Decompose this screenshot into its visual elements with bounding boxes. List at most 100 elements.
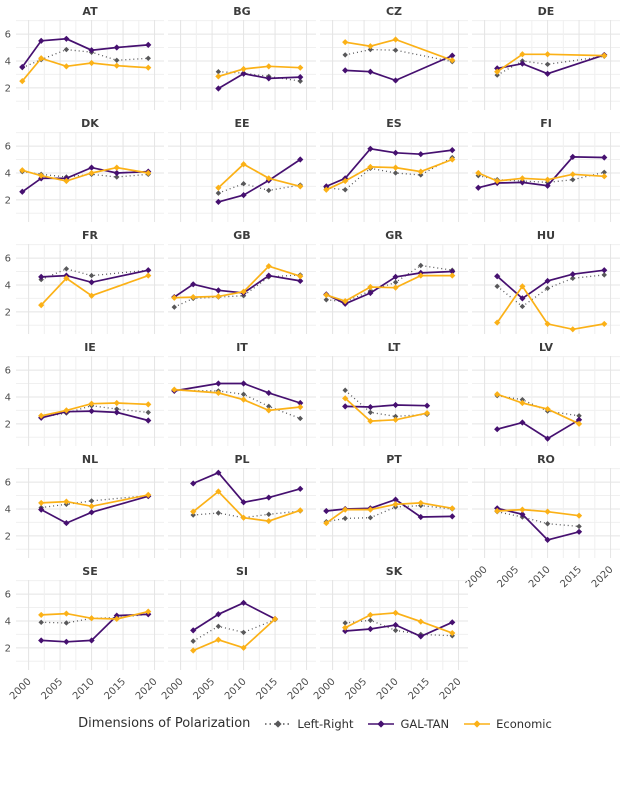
facet-FI: FI — [472, 116, 620, 224]
data-point-left_right — [215, 623, 222, 630]
data-point-gal_tan — [240, 192, 247, 199]
facet-PL: PL — [168, 452, 316, 560]
series-line-left_right — [345, 48, 453, 63]
data-point-economic — [88, 503, 95, 510]
data-point-economic — [145, 64, 152, 71]
series-line-left_right — [218, 183, 301, 194]
data-point-gal_tan — [423, 402, 431, 409]
data-point-left_right — [240, 181, 247, 187]
facet-title: PT — [386, 453, 402, 466]
data-point-gal_tan — [392, 496, 399, 503]
facet-title: BG — [233, 5, 251, 18]
data-point-economic — [113, 62, 120, 69]
facet-panel: 2000 2005 2010 2015 2020 — [464, 468, 620, 590]
x-tick-label: 2000 — [8, 676, 34, 702]
data-point-economic — [323, 291, 330, 299]
data-point-left_right — [570, 176, 576, 183]
data-point-economic — [519, 399, 526, 407]
dotted-line-diamond-icon — [265, 719, 292, 728]
facet-title: RO — [537, 453, 555, 466]
facet-LT: LT — [320, 340, 468, 448]
series-line-economic — [344, 397, 428, 422]
data-point-gal_tan — [342, 403, 349, 410]
series-line-gal_tan — [217, 72, 301, 90]
data-point-economic — [601, 320, 608, 328]
legend-label: GAL-TAN — [400, 716, 450, 731]
data-point-left_right — [63, 266, 70, 272]
solid-line-diamond-icon — [464, 719, 491, 728]
facet-panel — [168, 356, 316, 446]
series-line-left_right — [326, 264, 453, 303]
series-line-economic — [496, 393, 580, 425]
data-point-gal_tan — [215, 380, 222, 387]
data-point-economic — [392, 284, 399, 291]
facet-AT: AT 2 4 6 — [0, 4, 164, 112]
data-point-economic — [449, 505, 456, 512]
series-line-left_right — [22, 48, 149, 69]
x-tick-label: 2020 — [590, 564, 616, 590]
facet-EE: EE — [168, 116, 316, 224]
data-point-left_right — [392, 47, 399, 53]
legend-entry-gal-tan: GAL-TAN — [367, 717, 449, 731]
data-point-economic — [38, 499, 45, 507]
data-point-gal_tan — [240, 599, 247, 606]
series-line-gal_tan — [218, 158, 301, 203]
series-line-left_right — [344, 389, 428, 418]
y-tick-label: 2 — [5, 83, 11, 94]
data-point-left_right — [392, 413, 399, 420]
x-tick-label: 2000 — [312, 676, 338, 702]
data-point-economic — [63, 177, 70, 185]
x-tick-label: 2005 — [191, 676, 217, 702]
series-line-gal_tan — [478, 156, 605, 189]
data-point-economic — [494, 391, 501, 398]
facet-panel — [168, 20, 316, 110]
data-point-gal_tan — [145, 41, 152, 48]
data-point-gal_tan — [88, 164, 95, 171]
facet-panel — [320, 244, 468, 334]
facet-IE: IE 2 4 6 — [0, 340, 164, 448]
series-line-gal_tan — [496, 269, 605, 300]
data-point-left_right — [145, 55, 151, 61]
data-point-economic — [544, 176, 551, 183]
data-point-left_right — [266, 511, 272, 518]
series-line-economic — [40, 274, 149, 306]
facet-title: NL — [81, 453, 99, 466]
data-point-economic — [392, 416, 399, 423]
facet-panel: 2 4 6 2000 2005 2010 2015 2020 — [5, 580, 164, 702]
facet-CZ: CZ — [320, 4, 468, 112]
facet-panel: 2 4 6 — [5, 468, 164, 558]
facet-title: FI — [540, 117, 552, 130]
data-point-gal_tan — [367, 403, 374, 411]
data-point-economic — [145, 272, 152, 279]
data-point-economic — [494, 319, 501, 326]
data-point-left_right — [297, 78, 303, 84]
data-point-left_right — [240, 629, 247, 636]
data-point-left_right — [215, 69, 222, 75]
data-point-economic — [367, 43, 374, 50]
data-point-gal_tan — [367, 289, 374, 297]
series-line-economic — [218, 65, 301, 78]
facet-panel — [472, 132, 620, 222]
facet-PT: PT — [320, 452, 468, 560]
facet-title: GR — [385, 229, 403, 242]
y-tick-label: 4 — [5, 56, 11, 67]
x-tick-label: 2010 — [71, 676, 97, 702]
facet-GR: GR — [320, 228, 468, 336]
data-point-left_right — [215, 510, 222, 516]
facet-title: DE — [537, 5, 555, 18]
data-point-left_right — [342, 515, 348, 522]
data-point-gal_tan — [575, 528, 583, 535]
facet-title: LV — [538, 341, 553, 354]
facet-title: CZ — [385, 5, 403, 18]
facet-panel: 2 4 6 — [5, 20, 164, 110]
facet-panel — [472, 20, 620, 110]
data-point-left_right — [392, 627, 399, 634]
data-point-economic — [113, 399, 120, 407]
facet-RO: RO 2000 2005 2010 2015 2020 — [464, 452, 620, 590]
y-tick-label: 2 — [5, 531, 11, 542]
data-point-gal_tan — [38, 506, 45, 513]
facet-title: IE — [84, 341, 96, 354]
series-line-gal_tan — [345, 404, 428, 408]
x-tick-label: 2005 — [495, 564, 521, 590]
facet-DK: DK 2 4 6 — [0, 116, 164, 224]
